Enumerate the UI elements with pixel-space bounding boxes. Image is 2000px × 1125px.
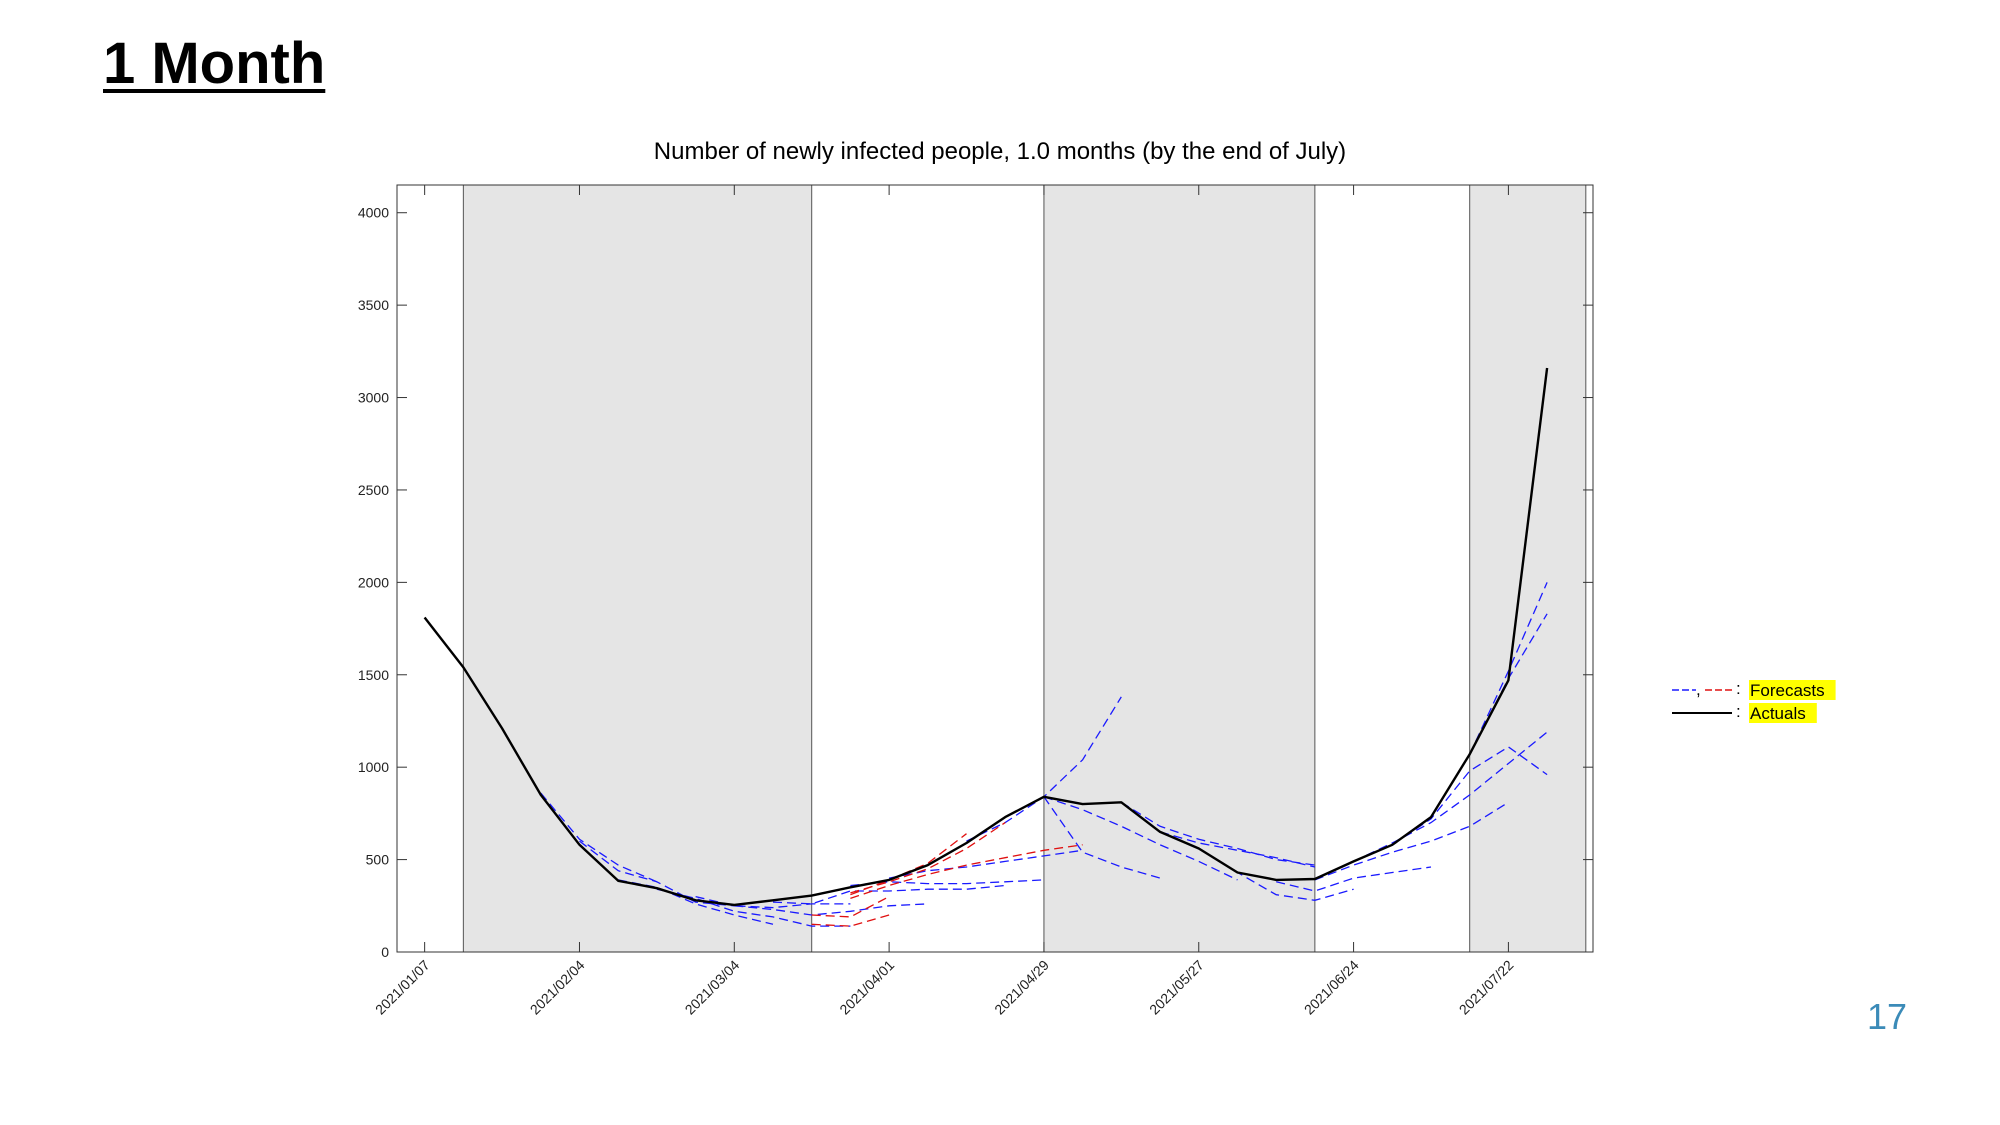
forecast-series-blue-10: [1043, 796, 1161, 879]
legend-separator: ,: [1696, 680, 1701, 699]
plot-area: 0 500 1000 1500 2000 2500 3000 3500 4000 2021/01/…: [358, 184, 1594, 1018]
x-tick-label: 2021/03/04: [682, 957, 743, 1018]
forecast-series-blue-17: [1353, 731, 1548, 862]
y-tick-label: 0: [381, 944, 389, 960]
actuals-series: [423, 367, 1549, 907]
forecast-series-blue-11: [1043, 796, 1238, 881]
legend-colon: :: [1736, 679, 1741, 698]
chart-title: Number of newly infected people, 1.0 mon…: [654, 138, 1346, 165]
forecast-series-red-21: [850, 833, 967, 896]
x-tick-label: 2021/04/01: [836, 957, 897, 1018]
forecast-series-blue-4: [695, 895, 851, 909]
y-tick-label: 3000: [358, 390, 389, 406]
y-tick-label: 1000: [358, 759, 389, 775]
forecast-series-red-22: [850, 822, 1006, 894]
y-tick-label: 2500: [358, 482, 389, 498]
forecast-series-blue-0: [540, 792, 658, 883]
forecast-series-red-25: [811, 914, 890, 927]
forecast-series-blue-5: [734, 903, 928, 916]
shaded-period-1: [1043, 185, 1315, 952]
legend-highlight: [1749, 703, 1817, 723]
y-tick-label: 4000: [358, 205, 389, 221]
y-tick-label: 3500: [358, 297, 389, 313]
x-tick-label: 2021/05/27: [1146, 957, 1207, 1018]
x-tick-label: 2021/07/22: [1456, 957, 1517, 1018]
legend-colon: :: [1736, 702, 1741, 721]
forecast-series-red-23: [850, 844, 1083, 900]
shaded-period-2: [1469, 185, 1586, 952]
y-tick-label: 500: [366, 852, 390, 868]
legend-label: Actuals: [1750, 704, 1806, 723]
legend-label: Forecasts: [1750, 681, 1825, 700]
forecast-series-blue-3: [656, 888, 851, 927]
shaded-period-0: [463, 185, 812, 952]
y-tick-label: 2000: [358, 574, 389, 590]
x-tick-label: 2021/01/07: [372, 957, 433, 1018]
forecast-series-blue-6: [772, 884, 1006, 905]
y-tick-label: 1500: [358, 667, 389, 683]
forecast-series-blue-13: [1159, 831, 1316, 868]
forecast-series-blue-8: [888, 849, 1083, 879]
page-number: 17: [1867, 996, 1908, 1037]
legend-highlight: [1749, 680, 1836, 700]
forecast-series-blue-1: [579, 840, 735, 907]
slide-title: 1 Month: [103, 31, 326, 96]
x-tick-label: 2021/04/29: [991, 957, 1052, 1018]
forecast-series-blue-12: [1120, 801, 1315, 866]
forecast-series-blue-16: [1314, 801, 1509, 881]
forecast-series-blue-15: [1276, 866, 1432, 892]
x-tick-label: 2021/02/04: [527, 957, 588, 1018]
x-tick-label: 2021/06/24: [1301, 957, 1362, 1018]
plot-frame: [396, 184, 1594, 953]
